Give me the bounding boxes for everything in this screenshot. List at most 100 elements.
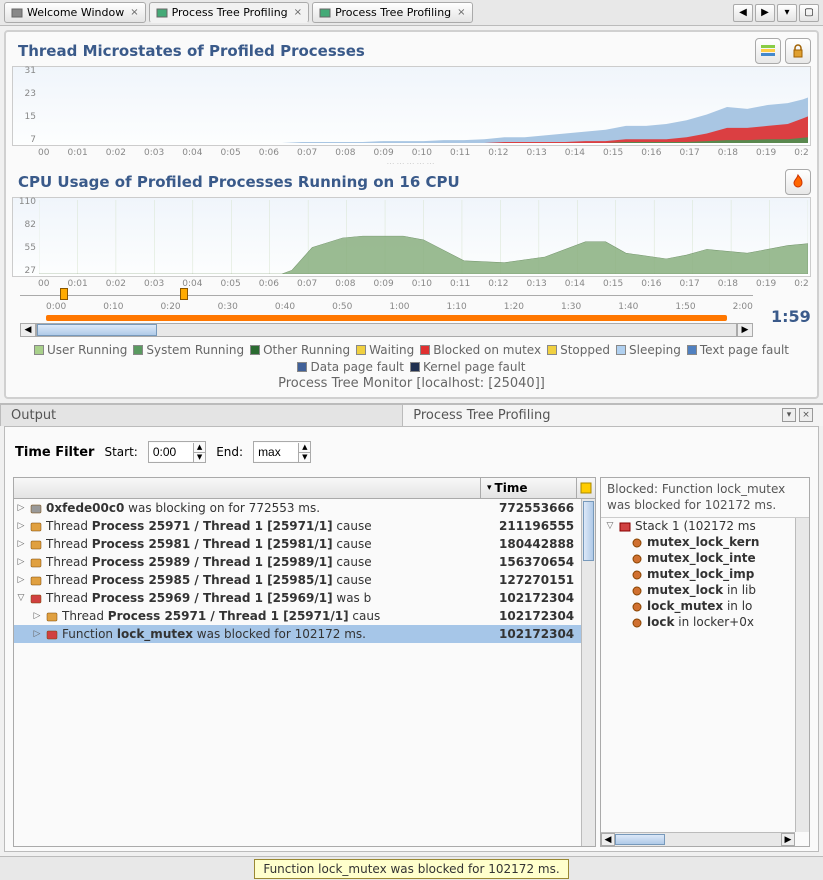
stack-hscroll-right[interactable]: ▶: [781, 833, 795, 846]
disclosure-icon[interactable]: ▷: [16, 575, 26, 585]
disclosure-icon[interactable]: ▽: [16, 593, 26, 603]
status-tooltip: Function lock_mutex was blocked for 1021…: [254, 859, 568, 879]
chart1-area[interactable]: 3123157: [12, 66, 811, 146]
flame-button[interactable]: [785, 169, 811, 195]
row-text: Thread Process 25969 / Thread 1 [25969/1…: [46, 591, 497, 605]
legend-swatch: [250, 345, 260, 355]
disclosure-icon[interactable]: ▷: [16, 503, 26, 513]
nav-prev-button[interactable]: ◀: [733, 4, 753, 22]
stack-row[interactable]: mutex_lock in lib: [603, 582, 809, 598]
stack-row[interactable]: lock in locker+0x: [603, 614, 809, 630]
tree-header-time[interactable]: ▾Time: [481, 478, 577, 498]
timeline-marker-start[interactable]: [60, 288, 68, 300]
legend-label: Data page fault: [310, 360, 403, 374]
tree-vscroll[interactable]: [581, 499, 595, 846]
end-label: End:: [216, 445, 243, 459]
legend-swatch: [547, 345, 557, 355]
profiling-tab[interactable]: Process Tree Profiling ▾ ×: [402, 404, 823, 426]
lower-panel: Time Filter Start: ▲▼ End: ▲▼ ▾Time ▷0x: [4, 426, 819, 852]
legend-swatch: [687, 345, 697, 355]
tree-header-blank[interactable]: [14, 478, 481, 498]
hscroll-left-button[interactable]: ◀: [20, 323, 36, 337]
hscroll-right-button[interactable]: ▶: [737, 323, 753, 337]
disclosure-icon[interactable]: ▷: [32, 611, 42, 621]
end-down-button[interactable]: ▼: [299, 453, 310, 462]
hscroll-thumb[interactable]: [37, 324, 157, 336]
stack-label: mutex_lock_inte: [647, 551, 756, 565]
legend-button[interactable]: [755, 38, 781, 64]
timeline-scrub[interactable]: [46, 315, 727, 321]
stack-row[interactable]: mutex_lock_imp: [603, 566, 809, 582]
stack-body[interactable]: ▽Stack 1 (102172 ms mutex_lock_kernmutex…: [601, 517, 809, 846]
legend-label: Blocked on mutex: [433, 343, 541, 357]
timeline-marker-end[interactable]: [180, 288, 188, 300]
start-down-button[interactable]: ▼: [194, 453, 205, 462]
tree-body[interactable]: ▷ 0xfede00c0 was blocking on for 772553 m…: [14, 499, 595, 846]
legend-swatch: [616, 345, 626, 355]
stack-top-row[interactable]: ▽Stack 1 (102172 ms: [603, 518, 809, 534]
tab-2[interactable]: Process Tree Profiling×: [312, 2, 472, 23]
row-text: Function lock_mutex was blocked for 1021…: [62, 627, 497, 641]
tab-close-button[interactable]: ×: [457, 7, 465, 18]
tree-row[interactable]: ▷ Function lock_mutex was blocked for 102…: [14, 625, 595, 643]
tree-row[interactable]: ▷Thread Process 25971 / Thread 1 [25971/…: [14, 607, 595, 625]
row-time: 102172304: [497, 591, 593, 605]
end-spinner[interactable]: ▲▼: [253, 441, 311, 463]
tree-row[interactable]: ▽ Thread Process 25969 / Thread 1 [25969/…: [14, 589, 595, 607]
tab-icon: [319, 7, 331, 19]
disclosure-icon[interactable]: ▷: [32, 629, 42, 639]
stack-row[interactable]: lock_mutex in lo: [603, 598, 809, 614]
start-up-button[interactable]: ▲: [194, 443, 205, 453]
tab-1[interactable]: Process Tree Profiling×: [149, 2, 309, 23]
disclosure-icon[interactable]: ▷: [16, 539, 26, 549]
tree-pane: ▾Time ▷ 0xfede00c0 was blocking on for 77…: [13, 477, 596, 847]
output-tab[interactable]: Output: [0, 404, 403, 426]
tree-vscroll-thumb[interactable]: [583, 501, 594, 561]
stack-row[interactable]: mutex_lock_inte: [603, 550, 809, 566]
nav-next-button[interactable]: ▶: [755, 4, 775, 22]
lock-button[interactable]: [785, 38, 811, 64]
nav-maximize-button[interactable]: ▢: [799, 4, 819, 22]
tree-header-icon[interactable]: [577, 478, 595, 498]
tab-close-button[interactable]: ×: [294, 7, 302, 18]
disclosure-icon[interactable]: ▷: [16, 521, 26, 531]
row-time: 102172304: [497, 609, 593, 623]
stack-hscroll[interactable]: ◀ ▶: [601, 832, 795, 846]
end-up-button[interactable]: ▲: [299, 443, 310, 453]
stack-row[interactable]: mutex_lock_kern: [603, 534, 809, 550]
tree-row[interactable]: ▷Thread Process 25989 / Thread 1 [25989/…: [14, 553, 595, 571]
chart2-area[interactable]: 110825527: [12, 197, 811, 277]
panel-divider[interactable]: ⋯⋯⋯⋯⋯: [12, 159, 811, 168]
legend-swatch: [420, 345, 430, 355]
stack-hscroll-thumb[interactable]: [615, 834, 665, 845]
tab-close-button[interactable]: ×: [130, 7, 138, 18]
legend-item: User Running: [34, 343, 127, 357]
legend-item: Kernel page fault: [410, 360, 526, 374]
stack-hscroll-left[interactable]: ◀: [601, 833, 615, 846]
stack-vscroll[interactable]: [795, 518, 809, 832]
legend-label: Other Running: [263, 343, 350, 357]
tree-row[interactable]: ▷ 0xfede00c0 was blocking on for 772553 m…: [14, 499, 595, 517]
chart-legend: User RunningSystem RunningOther RunningW…: [12, 343, 811, 374]
nav-dropdown-button[interactable]: ▾: [777, 4, 797, 22]
row-text: 0xfede00c0 was blocking on for 772553 ms…: [46, 501, 497, 515]
chart1-title: Thread Microstates of Profiled Processes: [12, 42, 751, 60]
hscroll-track[interactable]: [36, 323, 737, 337]
end-input[interactable]: [254, 443, 298, 461]
timeline[interactable]: 0:000:100:200:300:400:501:001:101:201:30…: [12, 295, 811, 337]
close-panel-button[interactable]: ×: [799, 408, 813, 422]
disclosure-icon[interactable]: ▷: [16, 557, 26, 567]
tree-row[interactable]: ▷Thread Process 25985 / Thread 1 [25985/…: [14, 571, 595, 589]
pin-button[interactable]: ▾: [782, 408, 796, 422]
legend-item: Data page fault: [297, 360, 403, 374]
start-input[interactable]: [149, 443, 193, 461]
stack-icon: [631, 617, 643, 627]
start-spinner[interactable]: ▲▼: [148, 441, 206, 463]
row-text: Thread Process 25971 / Thread 1 [25971/1…: [46, 519, 497, 533]
disclosure-icon[interactable]: ▽: [605, 521, 615, 531]
stack-label: mutex_lock in lib: [647, 583, 756, 597]
tree-row[interactable]: ▷ Thread Process 25971 / Thread 1 [25971/…: [14, 517, 595, 535]
tab-0[interactable]: Welcome Window×: [4, 2, 146, 23]
row-icon: [30, 593, 42, 603]
tree-row[interactable]: ▷Thread Process 25981 / Thread 1 [25981/…: [14, 535, 595, 553]
